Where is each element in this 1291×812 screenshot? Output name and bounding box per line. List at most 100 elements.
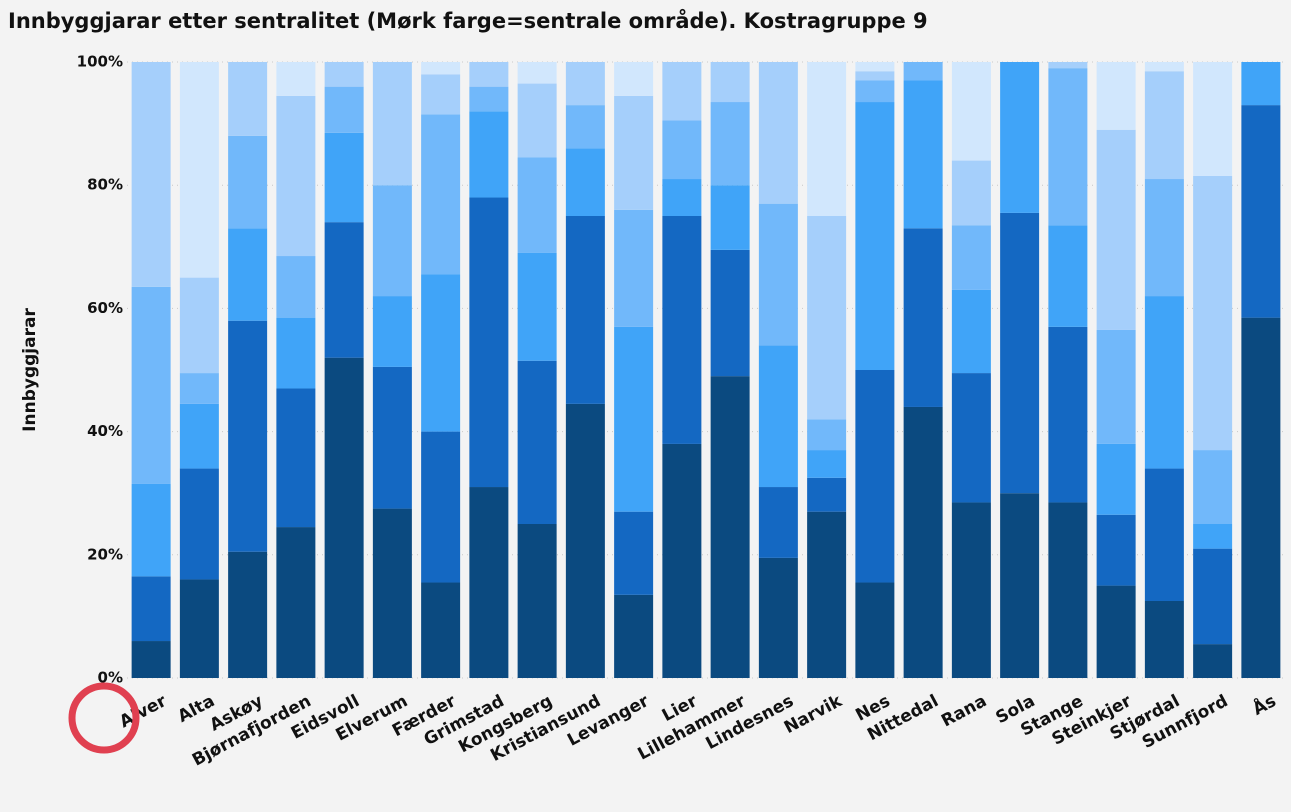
bar-segment <box>276 317 316 389</box>
bar-segment <box>758 487 798 558</box>
bar-segment <box>1000 212 1040 494</box>
bar-segment <box>565 403 605 678</box>
bar-segment <box>324 62 364 87</box>
bar-segment <box>614 326 654 512</box>
bar-segment <box>372 296 412 367</box>
bar-segment <box>372 508 412 678</box>
bar-segment <box>855 102 895 370</box>
bar-segment <box>131 576 171 642</box>
bar-segment <box>228 551 268 678</box>
bar-segment <box>710 376 750 678</box>
bar-segment <box>807 477 847 512</box>
bar-segment <box>469 197 509 488</box>
bar-segment <box>469 487 509 678</box>
bar-segment <box>372 366 412 509</box>
bar-segment <box>517 83 557 158</box>
y-axis-label: Innbyggjarar <box>20 308 40 432</box>
bar-segment <box>179 62 219 278</box>
bar-segment <box>1144 601 1184 678</box>
y-tick-label: 40% <box>87 422 123 440</box>
bar-segment <box>421 62 461 75</box>
bar-segment <box>1000 62 1040 213</box>
bar-segment <box>324 222 364 358</box>
bar-segment <box>372 62 412 186</box>
bar-segment <box>565 62 605 106</box>
bar-segment <box>951 289 991 374</box>
bar-segment <box>1144 71 1184 180</box>
bar-segment <box>179 373 219 404</box>
bar-segment <box>517 360 557 524</box>
bar-segment <box>710 185 750 250</box>
bar-segment <box>1193 644 1233 678</box>
bar-segment <box>662 443 702 678</box>
bar-segment <box>565 148 605 216</box>
bar-segment <box>228 62 268 136</box>
bar-segment <box>1193 62 1233 176</box>
bar-segment <box>614 209 654 327</box>
bar-segment <box>565 105 605 149</box>
bar-segment <box>131 483 171 577</box>
bar-segment <box>614 62 654 96</box>
y-tick-label: 20% <box>87 545 123 563</box>
bar-segment <box>903 228 943 407</box>
bar-segment <box>1096 443 1136 515</box>
bar-segment <box>276 62 316 96</box>
bar-segment <box>758 345 798 488</box>
bar-segment <box>758 203 798 346</box>
bar-segment <box>710 62 750 103</box>
bar-segment <box>421 114 461 275</box>
bar-segment <box>951 62 991 161</box>
bar-segment <box>324 132 364 223</box>
bar-segment <box>324 86 364 133</box>
bar-segment <box>1193 450 1233 524</box>
bar-segment <box>1193 548 1233 645</box>
y-tick-label: 60% <box>87 299 123 317</box>
bar-segment <box>807 216 847 420</box>
chart-title: Innbyggjarar etter sentralitet (Mørk far… <box>8 8 928 33</box>
bar-segment <box>421 274 461 432</box>
bar-segment <box>903 80 943 229</box>
bar-segment <box>1048 62 1088 69</box>
bar-segment <box>1193 175 1233 451</box>
bar-segment <box>517 157 557 253</box>
bar-segment <box>421 582 461 678</box>
bar-segment <box>228 228 268 321</box>
bar-segment <box>614 95 654 210</box>
bar-segment <box>517 62 557 84</box>
bar-segment <box>1096 585 1136 678</box>
bar-segment <box>179 579 219 678</box>
highlight-circle <box>68 682 140 754</box>
bar-segment <box>855 71 895 81</box>
bar-segment <box>710 249 750 377</box>
bar-segment <box>903 406 943 678</box>
bar-segment <box>131 286 171 484</box>
bar-segment <box>807 450 847 478</box>
bar-segment <box>710 102 750 186</box>
bar-segment <box>662 179 702 216</box>
bar-segment <box>855 370 895 583</box>
bar-segment <box>228 135 268 229</box>
bar-segment <box>179 468 219 580</box>
bar-segment <box>1241 317 1281 678</box>
bar-segment <box>131 62 171 287</box>
bar-segment <box>1096 329 1136 444</box>
bar-segment <box>469 62 509 87</box>
bar-segment <box>614 511 654 595</box>
y-tick-label: 0% <box>98 669 123 687</box>
bar-segment <box>372 185 412 297</box>
bar-segment <box>951 225 991 290</box>
bar-segment <box>807 62 847 216</box>
bar-segment <box>758 557 798 678</box>
bar-segment <box>421 431 461 583</box>
bar-segment <box>1096 129 1136 330</box>
bar-segment <box>1193 524 1233 549</box>
bar-segment <box>276 256 316 318</box>
bar-segment <box>855 62 895 72</box>
bar-segment <box>855 582 895 678</box>
bar-segment <box>276 527 316 678</box>
bar-segment <box>1241 105 1281 318</box>
bar-segment <box>662 62 702 121</box>
bar-segment <box>1144 468 1184 601</box>
bar-segment <box>228 320 268 552</box>
bar-segment <box>179 277 219 374</box>
